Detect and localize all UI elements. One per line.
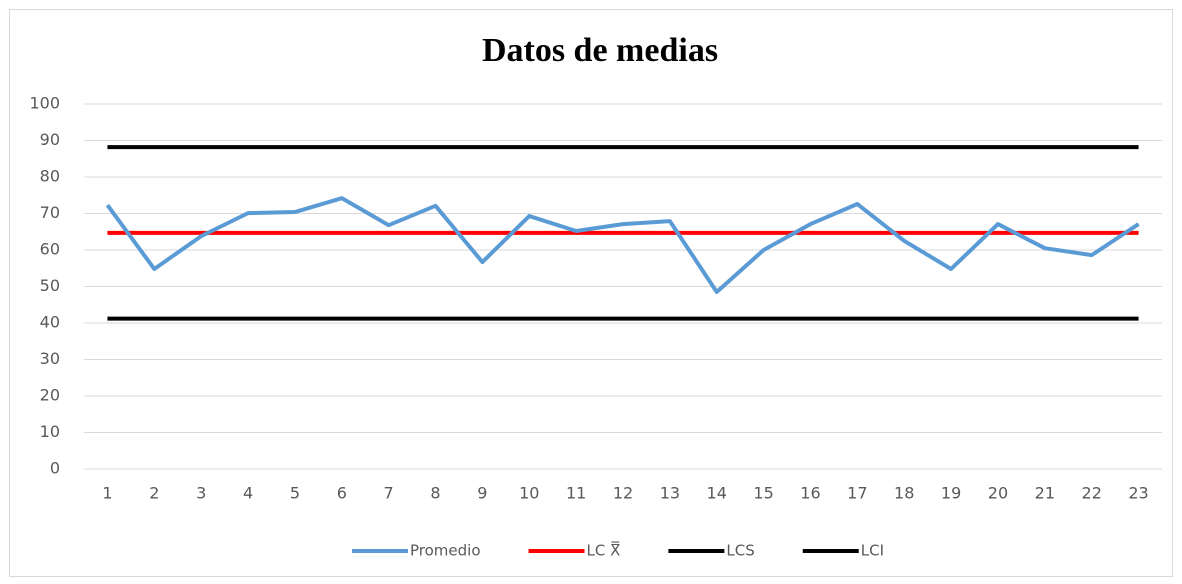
- x-tick-label: 8: [430, 484, 440, 503]
- y-tick-label: 60: [40, 240, 60, 259]
- x-tick-label: 1: [102, 484, 112, 503]
- x-tick-label: 16: [800, 484, 820, 503]
- legend-label: LCS: [726, 542, 754, 560]
- legend-label: LC X̿: [587, 540, 621, 560]
- x-tick-label: 14: [707, 484, 727, 503]
- x-tick-label: 3: [196, 484, 206, 503]
- x-tick-label: 5: [290, 484, 300, 503]
- x-tick-label: 23: [1128, 484, 1148, 503]
- x-tick-label: 19: [941, 484, 961, 503]
- x-tick-label: 17: [847, 484, 867, 503]
- x-tick-label: 6: [337, 484, 347, 503]
- y-tick-label: 30: [40, 349, 60, 368]
- x-tick-label: 22: [1082, 484, 1102, 503]
- y-tick-label: 50: [40, 276, 60, 295]
- y-tick-label: 20: [40, 386, 60, 405]
- y-tick-label: 90: [40, 130, 60, 149]
- x-tick-label: 10: [519, 484, 539, 503]
- y-tick-label: 40: [40, 313, 60, 332]
- legend-label: Promedio: [410, 542, 481, 560]
- x-tick-label: 20: [988, 484, 1008, 503]
- x-tick-label: 11: [566, 484, 586, 503]
- y-tick-label: 10: [40, 422, 60, 441]
- x-tick-label: 7: [384, 484, 394, 503]
- x-tick-label: 13: [660, 484, 680, 503]
- x-tick-label: 15: [753, 484, 773, 503]
- x-tick-label: 12: [613, 484, 633, 503]
- x-tick-label: 9: [477, 484, 487, 503]
- x-tick-label: 21: [1035, 484, 1055, 503]
- x-tick-label: 2: [149, 484, 159, 503]
- y-tick-label: 0: [50, 459, 60, 478]
- y-tick-label: 70: [40, 203, 60, 222]
- y-tick-label: 80: [40, 167, 60, 186]
- x-tick-label: 4: [243, 484, 253, 503]
- chart-title: Datos de medias: [482, 32, 718, 69]
- legend-label: LCI: [861, 542, 884, 560]
- x-tick-label: 18: [894, 484, 914, 503]
- y-tick-label: 100: [29, 94, 60, 113]
- series-line: [105, 196, 1140, 294]
